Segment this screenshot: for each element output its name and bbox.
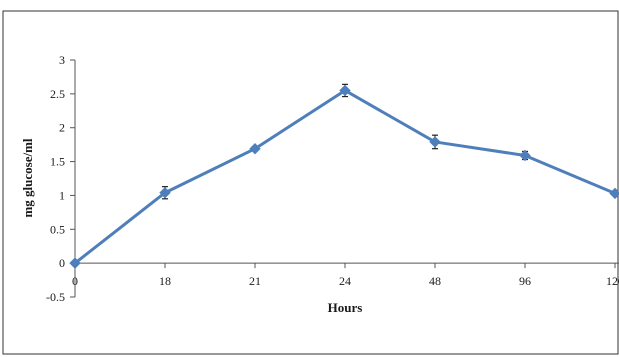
- x-tick-label: 120: [606, 274, 619, 288]
- y-tick-label: 0.5: [50, 222, 65, 236]
- y-tick-label: 3: [59, 53, 65, 67]
- x-axis-title: Hours: [328, 300, 363, 315]
- y-tick-label: 1.5: [50, 155, 65, 169]
- data-point: [519, 149, 531, 162]
- x-tick-label: 48: [429, 274, 441, 288]
- data-point: [249, 142, 261, 155]
- y-tick-label: 0: [59, 256, 65, 270]
- y-tick-label: 2.5: [50, 87, 65, 101]
- data-point: [339, 84, 351, 97]
- x-tick-label: 0: [72, 274, 78, 288]
- x-tick-label: 96: [519, 274, 531, 288]
- series-group: [69, 84, 619, 269]
- y-tick-label: -0.5: [46, 290, 65, 304]
- x-tick-label: 24: [339, 274, 351, 288]
- chart-border: [2, 10, 619, 355]
- data-point: [609, 187, 619, 200]
- data-point: [159, 187, 171, 199]
- data-point: [429, 136, 441, 148]
- y-tick-label: 1: [59, 188, 65, 202]
- x-tick-label: 18: [159, 274, 171, 288]
- x-tick-label: 21: [249, 274, 261, 288]
- data-point: [69, 257, 81, 269]
- x-axis: 0 18 21 24 48 96 120: [72, 262, 619, 288]
- y-tick-label: 2: [59, 121, 65, 135]
- y-axis-title: mg glucose/ml: [20, 138, 35, 217]
